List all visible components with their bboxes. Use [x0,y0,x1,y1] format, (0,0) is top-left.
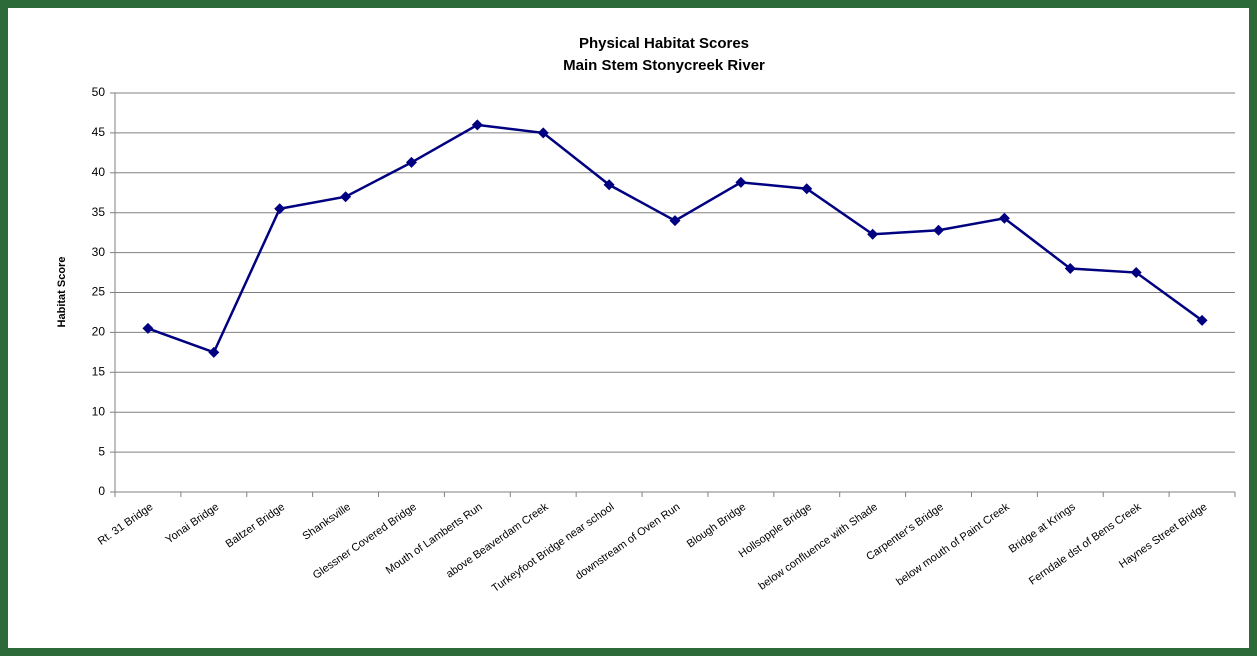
marker [1130,267,1142,279]
y-tick-label: 20 [92,325,106,339]
marker [208,346,220,358]
y-tick-label: 0 [98,484,105,498]
y-tick-label: 10 [92,404,106,418]
marker [801,183,813,195]
y-tick-label: 25 [92,285,106,299]
marker [933,224,945,236]
marker [669,215,681,227]
marker [274,203,286,215]
marker [603,179,615,191]
y-tick-label: 5 [98,444,105,458]
y-tick-label: 50 [92,85,106,99]
y-tick-label: 45 [92,125,106,139]
y-tick-label: 15 [92,364,106,378]
marker [1064,263,1076,275]
y-tick-label: 35 [92,205,106,219]
marker [867,228,879,240]
marker [735,176,747,188]
chart-subtitle: Main Stem Stonycreek River [563,57,765,74]
marker [537,127,549,139]
y-tick-label: 40 [92,165,106,179]
y-axis-label: Habitat Score [56,257,68,328]
marker [471,119,483,131]
marker [1196,314,1208,326]
chart-title: Physical Habitat Scores [579,35,749,52]
marker [998,212,1010,224]
marker [405,156,417,168]
marker [340,191,352,203]
y-tick-label: 30 [92,245,106,259]
marker [142,322,154,334]
